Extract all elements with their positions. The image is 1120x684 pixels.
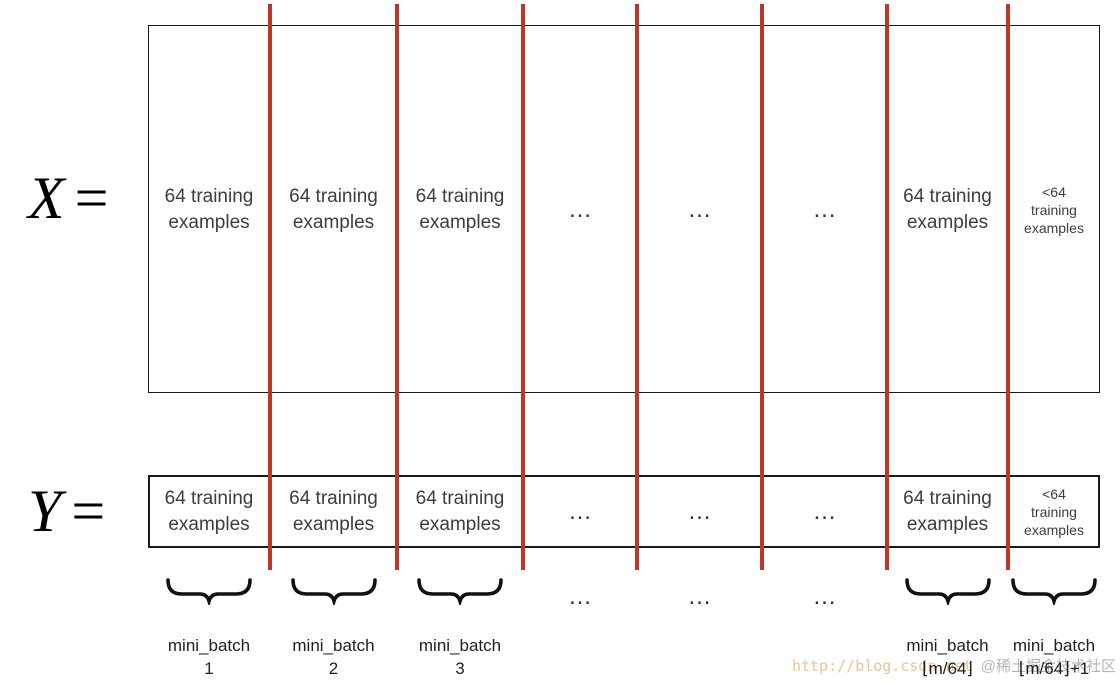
- x-equation-label: X =: [28, 164, 109, 233]
- gap-dots-6: …: [812, 583, 837, 610]
- y-cell-line: examples: [292, 513, 375, 535]
- x-cell-line: examples: [906, 212, 989, 233]
- x-cell-line: <64: [1042, 184, 1066, 200]
- red-divider-6: [885, 4, 889, 570]
- y-cell-line: …: [812, 497, 837, 525]
- y-cell-line: <64: [1042, 485, 1066, 502]
- x-cell-7: 64 training examples: [889, 162, 1006, 258]
- y-cell-5: …: [639, 476, 760, 547]
- x-cell-line: 64 training: [415, 186, 505, 207]
- red-divider-5: [760, 4, 764, 570]
- x-cell-4: …: [525, 162, 635, 258]
- y-cell-line: …: [687, 497, 712, 525]
- y-cell-line: examples: [906, 513, 989, 535]
- batch-label-3: mini_batch 3: [393, 634, 527, 680]
- red-divider-4: [635, 4, 639, 570]
- y-cell-2: 64 training examples: [272, 476, 395, 547]
- underbrace-icon: [417, 578, 503, 605]
- x-cell-1: 64 training examples: [150, 162, 268, 258]
- red-divider-7: [1006, 4, 1010, 570]
- batch-label-line: mini_batch: [1012, 636, 1096, 655]
- y-cell-1: 64 training examples: [150, 476, 268, 547]
- x-cell-line: examples: [168, 212, 250, 233]
- x-cell-line: training: [1031, 202, 1077, 218]
- x-cell-3: 64 training examples: [399, 162, 521, 258]
- y-cell-line: …: [568, 497, 592, 525]
- y-cell-line: examples: [1024, 521, 1084, 538]
- x-symbol: X: [28, 165, 65, 231]
- gap-dots-5: …: [687, 583, 712, 610]
- batch-label-8: mini_batch ⌊m/64⌋+1: [987, 634, 1120, 680]
- gap-dots-4: …: [568, 583, 592, 610]
- x-cell-line: …: [687, 196, 712, 223]
- batch-label-line: mini_batch: [418, 636, 502, 655]
- x-cell-6: …: [764, 162, 885, 258]
- x-cell-2: 64 training examples: [272, 162, 395, 258]
- underbrace-icon: [1011, 578, 1097, 605]
- y-cell-4: …: [525, 476, 635, 547]
- watermark-site: @稀土掘金技术社区: [980, 658, 1116, 675]
- y-cell-6: …: [764, 476, 885, 547]
- x-cell-line: 64 training: [903, 186, 992, 207]
- matrix-x-box: [148, 25, 1100, 393]
- underbrace-icon: [166, 578, 252, 605]
- y-equals-sign: =: [71, 478, 106, 544]
- x-cell-line: …: [812, 196, 837, 223]
- red-divider-3: [521, 4, 525, 570]
- x-cell-line: 64 training: [164, 186, 254, 207]
- x-cell-line: 64 training: [289, 186, 378, 207]
- batch-label-2: mini_batch 2: [267, 634, 401, 680]
- x-cell-line: examples: [292, 212, 375, 233]
- watermark-url: http://blog.csdn.net: [791, 657, 973, 675]
- red-divider-1: [268, 4, 272, 570]
- x-cell-8: <64 training examples: [1010, 162, 1098, 258]
- x-cell-5: …: [639, 162, 760, 258]
- y-cell-line: 64 training: [415, 487, 505, 509]
- y-cell-line: 64 training: [903, 487, 992, 509]
- batch-label-1: mini_batch 1: [142, 634, 276, 680]
- x-cell-line: examples: [419, 212, 501, 233]
- y-cell-3: 64 training examples: [399, 476, 521, 547]
- batch-label-line: 1: [204, 659, 214, 678]
- x-equals-sign: =: [74, 165, 109, 231]
- batch-label-line: 3: [455, 659, 465, 678]
- y-cell-line: 64 training: [164, 487, 254, 509]
- y-cell-line: examples: [419, 513, 501, 535]
- batch-label-line: ⌊m/64⌋: [921, 659, 974, 678]
- x-cell-line: examples: [1024, 220, 1084, 236]
- y-cell-line: training: [1031, 503, 1077, 520]
- x-cell-line: …: [568, 196, 592, 223]
- matrix-y-box: [148, 475, 1100, 548]
- y-equation-label: Y =: [28, 477, 105, 546]
- underbrace-icon: [290, 578, 377, 605]
- underbrace-icon: [904, 578, 991, 605]
- y-cell-line: examples: [168, 513, 250, 535]
- y-cell-7: 64 training examples: [889, 476, 1006, 547]
- watermark: http://blog.csdn.net @稀土掘金技术社区: [792, 655, 1116, 676]
- batch-label-line: 2: [328, 659, 339, 678]
- batch-label-line: mini_batch: [292, 636, 375, 655]
- batch-label-line: mini_batch: [167, 636, 251, 655]
- batch-label-line: mini_batch: [906, 636, 989, 655]
- y-cell-8: <64 training examples: [1010, 476, 1098, 547]
- batch-label-line: ⌊m/64⌋+1: [1018, 659, 1090, 678]
- batch-label-7: mini_batch ⌊m/64⌋: [881, 634, 1015, 680]
- y-cell-line: 64 training: [289, 487, 378, 509]
- y-symbol: Y: [28, 478, 62, 544]
- red-divider-2: [395, 4, 399, 570]
